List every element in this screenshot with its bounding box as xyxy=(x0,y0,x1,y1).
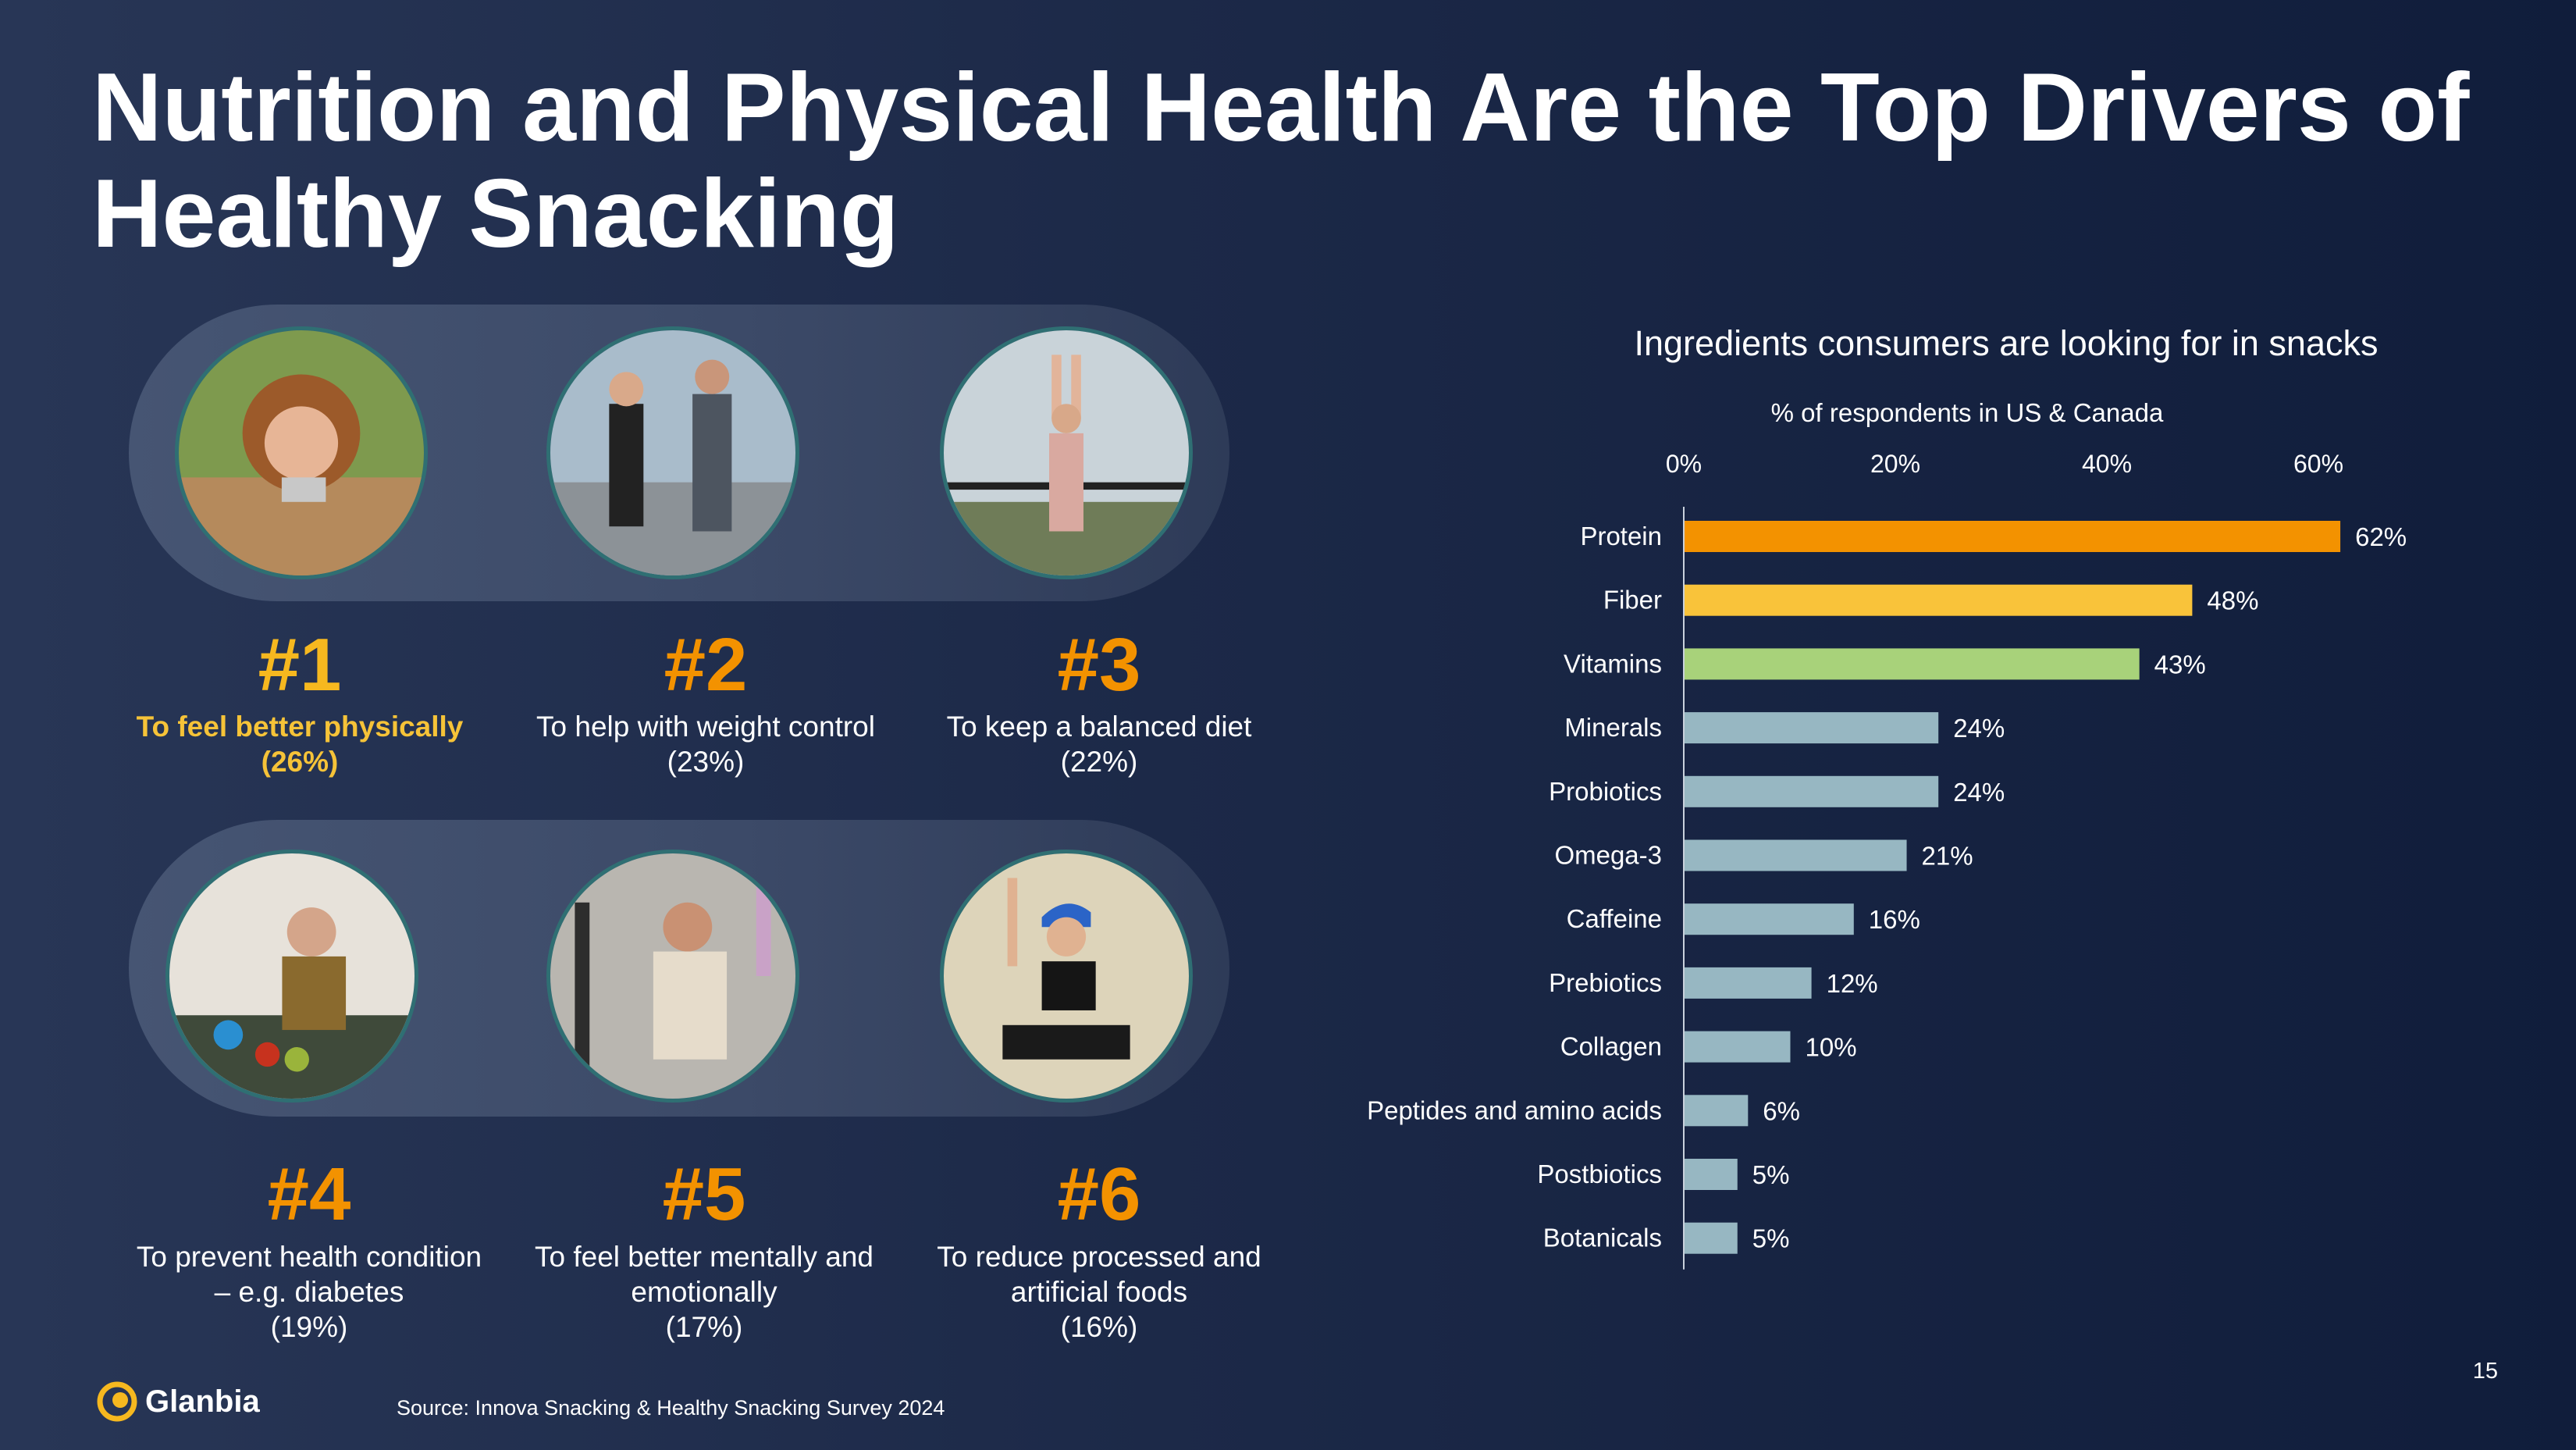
bar xyxy=(1685,1159,1738,1190)
rank-3-label: #3 xyxy=(1057,623,1141,707)
category-label: Minerals xyxy=(1564,713,1662,742)
woman-yoga-cap-photo xyxy=(940,850,1193,1103)
driver-5-line-2: emotionally xyxy=(631,1276,777,1308)
driver-4-line-1: To prevent health condition xyxy=(136,1241,482,1273)
bar xyxy=(1685,775,1939,807)
driver-6-pct: (16%) xyxy=(1060,1311,1138,1343)
driver-5-pct: (17%) xyxy=(665,1311,743,1343)
data-label: 12% xyxy=(1827,969,1878,998)
data-label: 5% xyxy=(1752,1224,1790,1253)
page-title: Nutrition and Physical Health Are the To… xyxy=(92,54,2470,268)
glanbia-logo: Glanbia xyxy=(95,1377,260,1427)
x-tick-label: 60% xyxy=(2293,450,2343,478)
bar xyxy=(1685,903,1854,935)
x-tick-label: 40% xyxy=(2082,450,2132,478)
data-label: 62% xyxy=(2355,522,2407,551)
man-cooking-vegetables-photo xyxy=(165,850,418,1103)
driver-2-pct: (23%) xyxy=(667,746,745,778)
chart-subtitle: % of respondents in US & Canada xyxy=(1770,398,2164,427)
driver-3-text: To keep a balanced diet (22%) xyxy=(904,709,1294,779)
bar xyxy=(1685,1031,1791,1063)
rank-5-label: #5 xyxy=(662,1153,746,1236)
page-number: 15 xyxy=(2472,1359,2498,1384)
driver-1-line: To feel better physically xyxy=(136,711,464,743)
logo-text: Glanbia xyxy=(145,1384,260,1419)
rank-2-label: #2 xyxy=(664,623,748,707)
driver-2-text: To help with weight control (23%) xyxy=(511,709,901,779)
category-label: Collagen xyxy=(1560,1032,1662,1061)
category-label: Protein xyxy=(1580,522,1662,550)
category-label: Postbiotics xyxy=(1537,1160,1662,1188)
driver-4-pct: (19%) xyxy=(270,1311,348,1343)
x-tick-label: 20% xyxy=(1870,450,1920,478)
rank-1-label: #1 xyxy=(258,623,342,707)
source-note: Source: Innova Snacking & Healthy Snacki… xyxy=(397,1396,945,1420)
driver-2-line: To help with weight control xyxy=(536,711,875,743)
driver-4-line-2: – e.g. diabetes xyxy=(214,1276,404,1308)
category-label: Botanicals xyxy=(1543,1224,1662,1252)
data-label: 5% xyxy=(1752,1160,1790,1189)
data-label: 24% xyxy=(1953,778,2005,807)
category-label: Probiotics xyxy=(1549,777,1662,806)
bar xyxy=(1685,648,2140,680)
x-tick-label: 0% xyxy=(1666,450,1702,478)
bar xyxy=(1685,1095,1749,1127)
ingredients-bar-chart: 0% 20% 40% 60% Protein 62% Fiber 48% Vitamins 43%… xyxy=(1367,450,2407,1270)
data-label: 21% xyxy=(1922,842,1973,871)
rank-4-label: #4 xyxy=(267,1153,351,1236)
category-label: Omega-3 xyxy=(1554,841,1662,870)
rank-6-label: #6 xyxy=(1057,1153,1141,1236)
chart-title: Ingredients consumers are looking for in… xyxy=(1634,323,2379,363)
category-label: Vitamins xyxy=(1564,649,1662,678)
category-label: Fiber xyxy=(1603,586,1662,615)
data-label: 16% xyxy=(1869,905,1920,934)
couple-stretching-photo xyxy=(546,326,799,579)
bar xyxy=(1685,712,1939,744)
data-label: 43% xyxy=(2154,650,2206,679)
driver-6-text: To reduce processed and artificial foods… xyxy=(904,1239,1294,1345)
data-label: 6% xyxy=(1763,1096,1800,1125)
data-label: 24% xyxy=(1953,714,2005,743)
bar xyxy=(1685,584,2193,616)
driver-5-line-1: To feel better mentally and xyxy=(535,1241,873,1273)
driver-4-text: To prevent health condition – e.g. diabe… xyxy=(114,1239,504,1345)
driver-1-text: To feel better physically (26%) xyxy=(105,709,495,779)
category-label: Peptides and amino acids xyxy=(1367,1096,1662,1124)
driver-1-pct: (26%) xyxy=(261,746,339,778)
bar xyxy=(1685,967,1812,999)
category-label: Prebiotics xyxy=(1549,968,1662,997)
driver-3-line: To keep a balanced diet xyxy=(946,711,1252,743)
man-at-gym-photo xyxy=(546,850,799,1103)
data-label: 48% xyxy=(2207,586,2258,615)
driver-3-pct: (22%) xyxy=(1060,746,1138,778)
bar xyxy=(1685,1222,1738,1254)
category-label: Caffeine xyxy=(1567,904,1662,933)
woman-stretching-arms-up-photo xyxy=(940,326,1193,579)
bar xyxy=(1685,839,1907,871)
driver-6-line-1: To reduce processed and xyxy=(937,1241,1261,1273)
driver-6-line-2: artificial foods xyxy=(1010,1276,1188,1308)
bar xyxy=(1685,521,2341,552)
driver-5-text: To feel better mentally and emotionally … xyxy=(509,1239,899,1345)
data-label: 10% xyxy=(1806,1033,1857,1062)
glanbia-logo-icon xyxy=(97,1381,137,1422)
woman-eating-snack-bar-photo xyxy=(175,326,428,579)
